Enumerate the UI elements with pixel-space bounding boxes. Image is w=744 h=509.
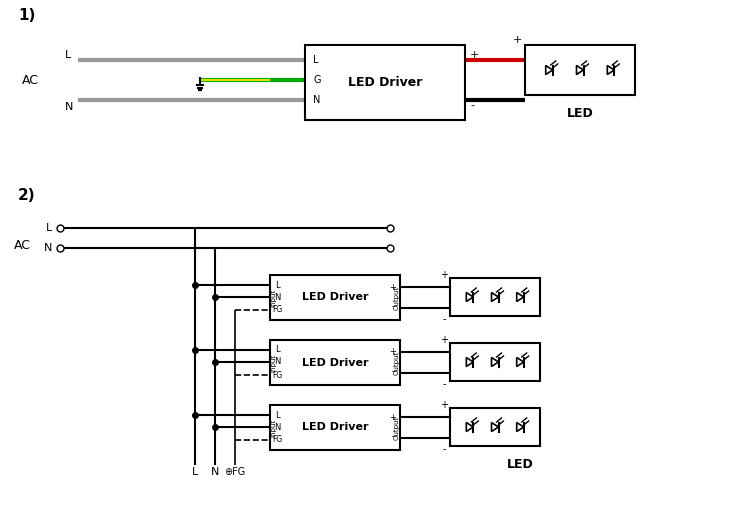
- Text: +: +: [440, 270, 448, 280]
- Text: N: N: [211, 467, 219, 477]
- Text: G: G: [313, 75, 321, 85]
- Text: +: +: [513, 35, 522, 45]
- Text: -: -: [391, 367, 394, 377]
- Bar: [270, 275, 400, 320]
- Text: -: -: [442, 314, 446, 324]
- Text: L: L: [275, 410, 279, 419]
- Text: LED Driver: LED Driver: [347, 76, 422, 89]
- Text: 2): 2): [18, 187, 36, 203]
- Text: N: N: [44, 243, 52, 253]
- Text: -: -: [391, 302, 394, 312]
- Text: LED Driver: LED Driver: [302, 422, 368, 433]
- Text: Output: Output: [394, 350, 400, 375]
- Text: Output: Output: [394, 415, 400, 440]
- Bar: [450, 408, 540, 446]
- Text: FG: FG: [272, 371, 282, 380]
- Text: 1): 1): [18, 8, 36, 22]
- Text: N: N: [274, 293, 280, 301]
- Text: Input: Input: [270, 353, 276, 372]
- Text: Input: Input: [270, 289, 276, 306]
- Text: L: L: [275, 346, 279, 354]
- Bar: [450, 343, 540, 381]
- Text: L: L: [192, 467, 198, 477]
- Text: -: -: [515, 95, 519, 105]
- Text: L: L: [313, 55, 318, 65]
- Text: L: L: [65, 50, 71, 60]
- Text: LED: LED: [567, 106, 594, 120]
- Text: LED: LED: [507, 459, 533, 471]
- Bar: [270, 405, 400, 450]
- Text: FG: FG: [272, 436, 282, 444]
- Text: ⊕FG: ⊕FG: [225, 467, 246, 477]
- Text: AC: AC: [22, 73, 39, 87]
- Text: N: N: [65, 102, 74, 112]
- Bar: [525, 45, 635, 95]
- Bar: [305, 45, 465, 120]
- Text: LED Driver: LED Driver: [302, 293, 368, 302]
- Text: +: +: [390, 282, 397, 292]
- Bar: [450, 278, 540, 316]
- Text: +: +: [440, 400, 448, 410]
- Text: AC: AC: [13, 239, 31, 251]
- Text: -: -: [470, 100, 474, 110]
- Text: -: -: [442, 379, 446, 389]
- Text: +: +: [390, 348, 397, 356]
- Text: Input: Input: [270, 418, 276, 437]
- Text: +: +: [440, 335, 448, 345]
- Text: L: L: [45, 223, 52, 233]
- Text: +: +: [390, 412, 397, 421]
- Text: L: L: [275, 280, 279, 290]
- Text: -: -: [391, 433, 394, 441]
- Text: N: N: [274, 422, 280, 432]
- Text: -: -: [442, 444, 446, 454]
- Text: LED Driver: LED Driver: [302, 357, 368, 367]
- Text: N: N: [313, 95, 321, 105]
- Text: N: N: [274, 357, 280, 366]
- Text: FG: FG: [272, 305, 282, 315]
- Text: Output: Output: [394, 286, 400, 309]
- Bar: [270, 340, 400, 385]
- Text: +: +: [470, 50, 479, 60]
